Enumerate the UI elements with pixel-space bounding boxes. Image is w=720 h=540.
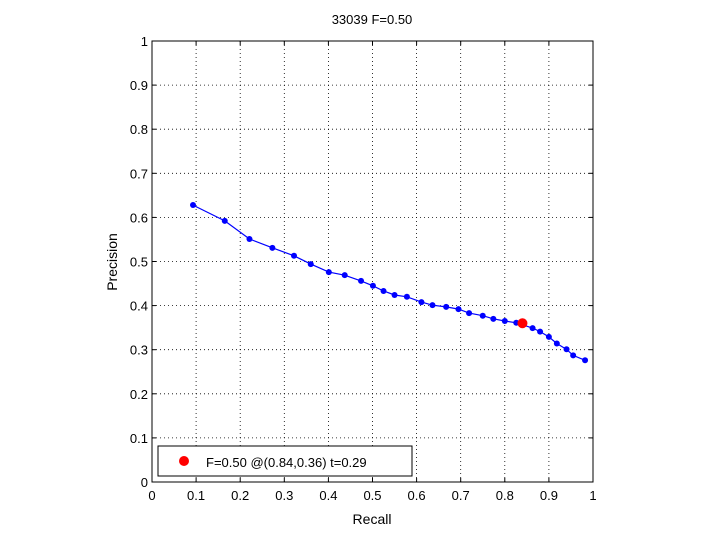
data-point [563,346,570,353]
data-point [501,318,508,325]
data-point [291,252,298,259]
legend: F=0.50 @(0.84,0.36) t=0.29 [157,445,413,477]
data-point [418,299,425,306]
x-tick-label: 0.2 [231,488,249,503]
data-point [443,303,450,310]
grid-lines [152,41,593,482]
axis-ticks [151,40,594,483]
y-tick-label: 0.6 [130,210,148,225]
data-point [246,236,253,243]
x-tick-label: 1 [589,488,596,503]
x-axis-label: Recall [353,511,392,527]
data-point [490,315,497,322]
data-point [190,202,197,209]
data-point [466,310,473,317]
data-point [479,312,486,319]
x-tick-label: 0.4 [319,488,337,503]
data-point [582,357,589,364]
data-point [403,293,410,300]
legend-box [157,445,413,477]
y-tick-label: 0.8 [130,122,148,137]
highlight-layer [517,318,528,329]
y-tick-label: 1 [141,34,148,49]
y-tick-label: 0 [141,475,148,490]
legend-marker [179,456,189,466]
x-tick-label: 0.3 [275,488,293,503]
data-point [325,269,332,276]
y-tick-label: 0.2 [130,387,148,402]
data-point [537,328,544,335]
data-point [358,277,365,284]
y-tick-label: 0.1 [130,431,148,446]
y-tick-label: 0.5 [130,255,148,270]
data-point [553,340,560,347]
data-point [221,217,228,224]
y-tick-label: 0.4 [130,299,148,314]
x-tick-label: 0.7 [452,488,470,503]
x-tick-label: 0.5 [363,488,381,503]
data-point [380,288,387,295]
y-axis-label: Precision [104,233,120,291]
data-point [341,272,348,279]
series-layer [190,202,589,364]
x-tick-labels: 0 0.1 0.2 0.3 0.4 0.5 0.6 0.7 0.8 0.9 1 [148,488,596,503]
x-tick-label: 0.6 [408,488,426,503]
x-tick-label: 0.9 [540,488,558,503]
data-point [269,244,276,251]
data-point [455,306,462,313]
x-tick-label: 0.8 [496,488,514,503]
y-tick-labels: 0 0.1 0.2 0.3 0.4 0.5 0.6 0.7 0.8 0.9 1 [130,34,148,490]
data-point [570,352,577,359]
x-tick-label: 0.1 [187,488,205,503]
data-point [545,333,552,340]
y-tick-label: 0.9 [130,78,148,93]
chart-title: 33039 F=0.50 [332,12,413,27]
data-point [391,292,398,299]
data-point [369,282,376,289]
y-tick-label: 0.7 [130,166,148,181]
best-f-point [517,318,528,329]
x-tick-label: 0 [148,488,155,503]
legend-label: F=0.50 @(0.84,0.36) t=0.29 [206,455,367,470]
data-point [307,261,314,268]
data-point [529,325,536,332]
y-tick-label: 0.3 [130,343,148,358]
data-point [429,302,436,309]
